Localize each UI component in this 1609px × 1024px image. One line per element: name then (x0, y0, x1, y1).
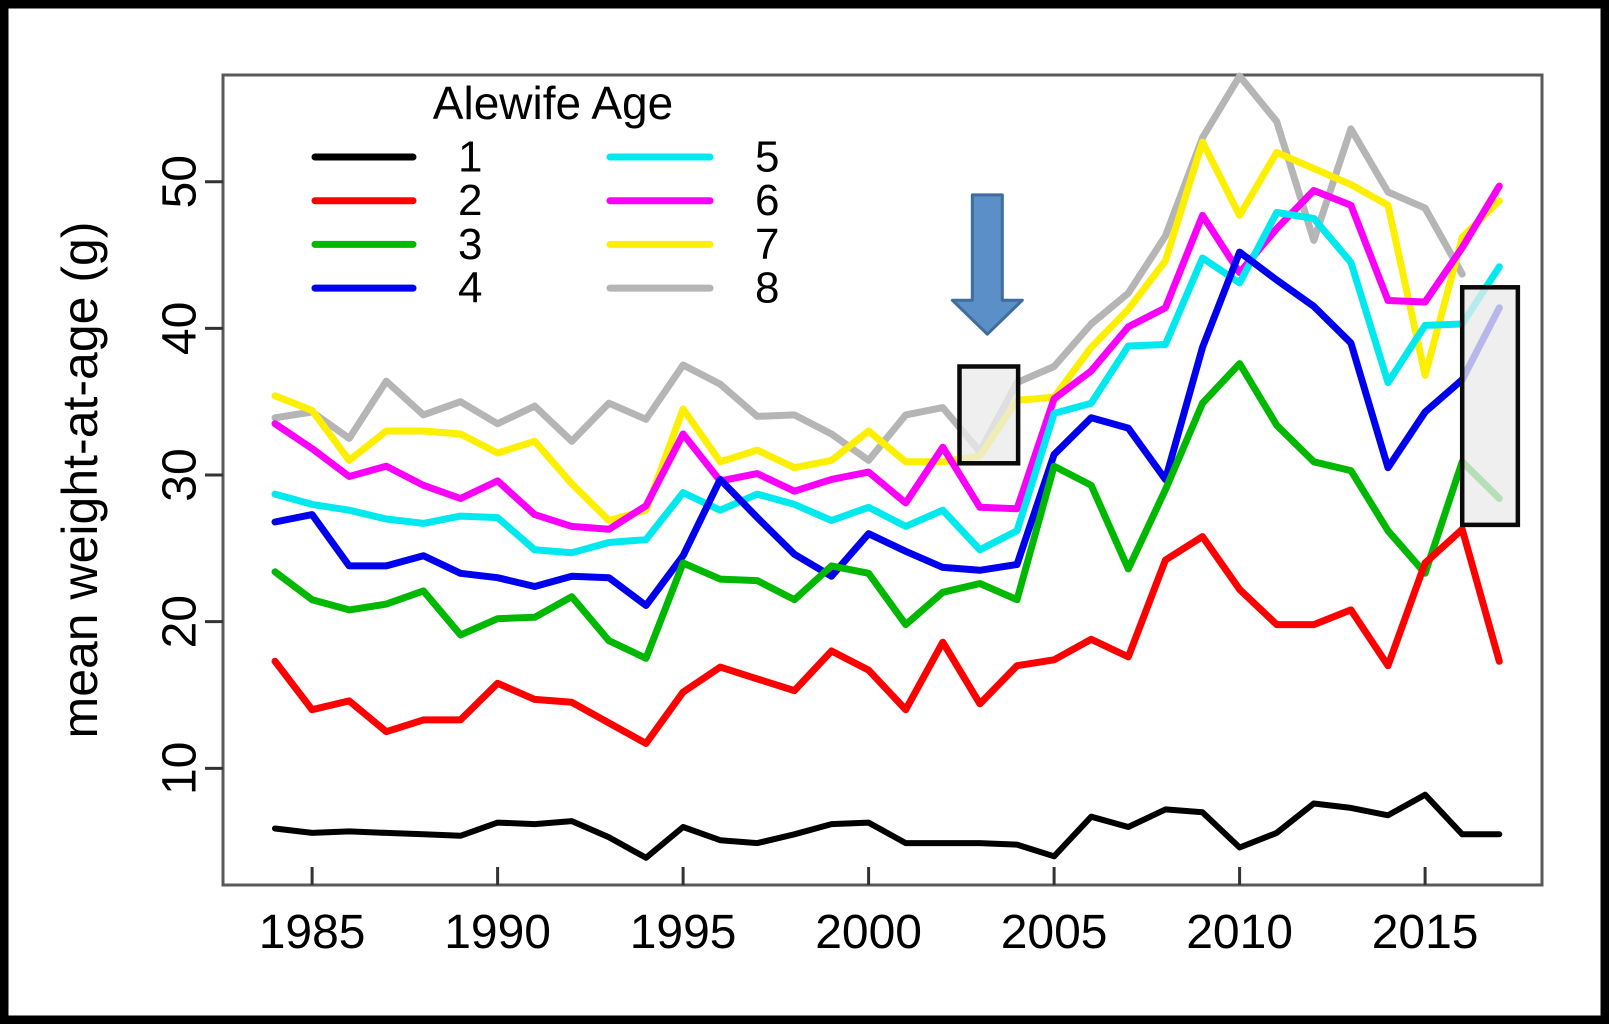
y-tick-label: 10 (154, 742, 207, 795)
highlight-box-1 (957, 364, 1021, 466)
x-tick-label: 2000 (815, 906, 922, 959)
y-axis-title: mean weight-at-age (g) (52, 222, 108, 739)
legend-label-age-6: 6 (755, 176, 779, 225)
x-tick-label: 1995 (630, 906, 737, 959)
legend-label-age-1: 1 (458, 133, 482, 182)
y-tick-label: 50 (154, 155, 207, 208)
down-arrow-icon (950, 193, 1024, 336)
series-lines (271, 72, 1503, 861)
y-tick-label: 40 (154, 302, 207, 355)
highlight-box-2 (1459, 285, 1521, 528)
series-line-age-4 (271, 248, 1503, 609)
series-line-age-3 (271, 360, 1503, 662)
series-line-age-8 (271, 72, 1466, 464)
series-line-age-6 (271, 182, 1503, 533)
x-tick-label: 1985 (259, 906, 366, 959)
y-tick-label: 30 (154, 448, 207, 501)
x-tick-label: 2015 (1372, 906, 1479, 959)
legend-label-age-7: 7 (755, 220, 779, 269)
y-axis: 10 20 30 40 50 (154, 155, 223, 795)
x-tick-label: 1990 (444, 906, 551, 959)
x-tick-label: 2005 (1001, 906, 1108, 959)
series-line-age-2 (271, 525, 1503, 747)
series-line-age-5 (271, 209, 1503, 557)
legend-label-age-2: 2 (458, 176, 482, 225)
x-tick-label: 2010 (1186, 906, 1293, 959)
series-line-age-1 (272, 791, 1503, 861)
annotations (950, 193, 1521, 528)
y-tick-label: 20 (154, 595, 207, 648)
x-axis: 1985 1990 1995 2000 2005 2010 2015 (259, 867, 1479, 959)
legend-label-age-8: 8 (755, 264, 779, 313)
plot-border (221, 73, 1544, 887)
legend-label-age-3: 3 (458, 220, 482, 269)
legend-title: Alewife Age (433, 77, 673, 129)
legend-label-age-4: 4 (458, 264, 482, 313)
series-line-age-7 (271, 138, 1503, 524)
legend-label-age-5: 5 (755, 133, 779, 182)
